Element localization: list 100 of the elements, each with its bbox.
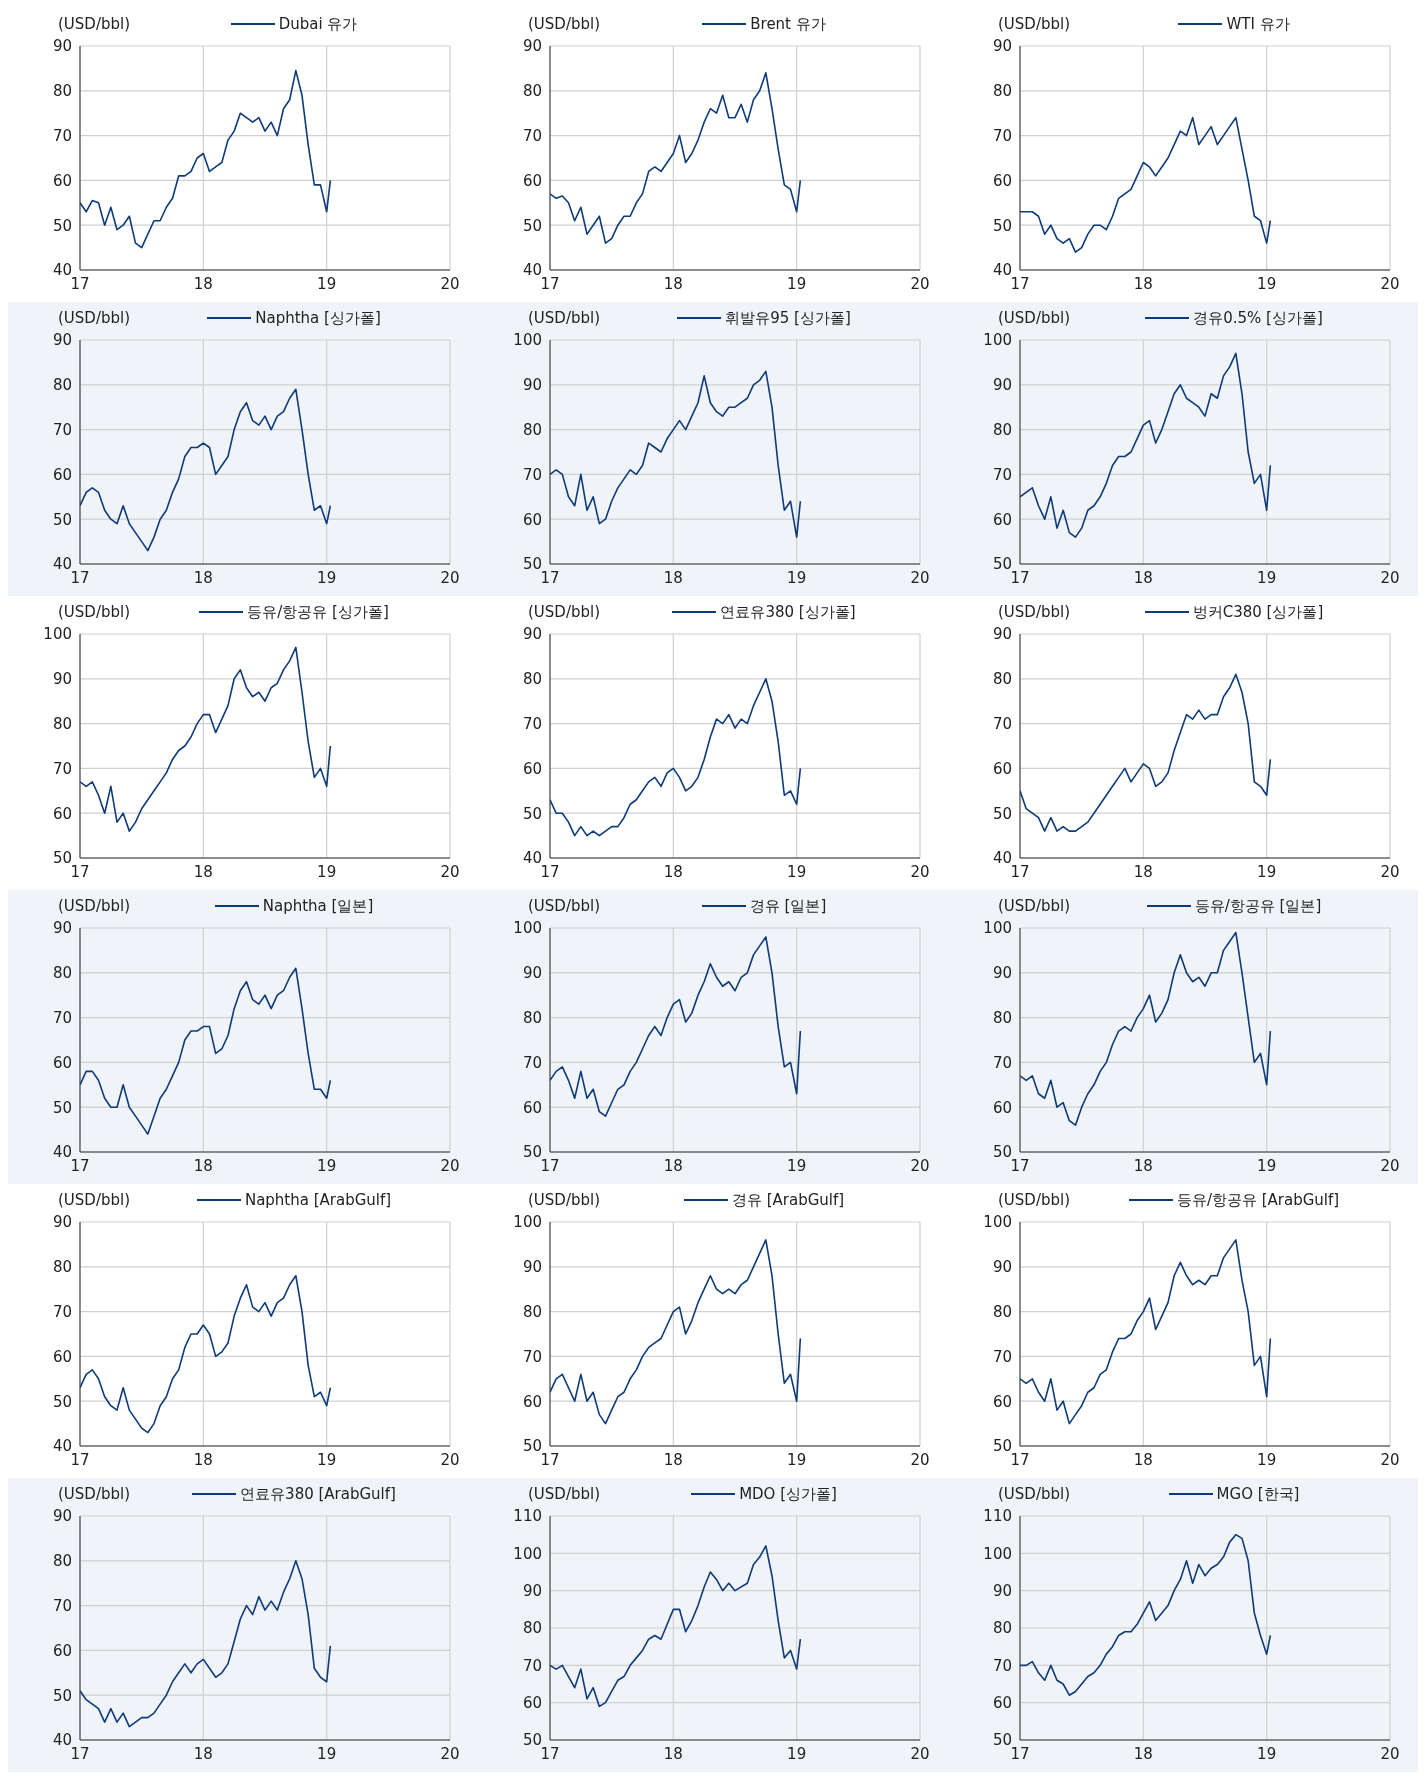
y-tick-label: 70 [522,1053,542,1072]
y-tick-label: 60 [992,1693,1012,1712]
legend-label: 휘발유95 [싱가폴] [725,308,851,328]
y-tick-label: 60 [992,1392,1012,1411]
y-tick-label: 50 [522,555,542,574]
line-series [1020,673,1272,832]
y-tick-label: 90 [52,670,72,689]
y-tick-label: 100 [513,919,542,938]
x-tick-label: 18 [1133,1450,1153,1469]
legend-label: 연료유380 [ArabGulf] [240,1484,396,1504]
y-axis-title: (USD/bbl) [528,603,601,621]
y-tick-label: 80 [992,1302,1012,1321]
x-tick-label: 20 [1380,274,1400,293]
line-series [550,370,802,538]
y-tick-label: 90 [522,376,542,395]
y-tick-label: 50 [992,216,1012,235]
y-tick-label: 80 [992,420,1012,439]
y-tick-label: 100 [983,1544,1012,1563]
x-tick-label: 17 [540,568,560,587]
y-tick-label: 60 [522,1392,542,1411]
y-tick-label: 90 [992,625,1012,644]
y-tick-label: 70 [52,1596,72,1615]
x-tick-label: 18 [663,1156,683,1175]
y-tick-label: 40 [52,1437,72,1456]
y-tick-label: 50 [992,1143,1012,1162]
y-tick-label: 70 [992,714,1012,733]
y-tick-label: 50 [52,849,72,868]
x-tick-label: 19 [1257,568,1277,587]
y-tick-label: 50 [522,1143,542,1162]
y-tick-label: 40 [52,261,72,280]
y-tick-label: 90 [522,964,542,983]
x-tick-label: 17 [70,1156,90,1175]
x-tick-label: 19 [1257,862,1277,881]
x-tick-label: 19 [317,274,337,293]
y-tick-label: 80 [992,670,1012,689]
legend-label: 등유/항공유 [싱가폴] [247,602,389,622]
y-tick-label: 90 [992,37,1012,56]
y-tick-label: 70 [992,465,1012,484]
y-tick-label: 70 [52,126,72,145]
legend-label: MDO [싱가폴] [739,1484,837,1504]
x-tick-label: 20 [1380,1450,1400,1469]
y-tick-label: 50 [52,1098,72,1117]
y-tick-label: 100 [43,625,72,644]
x-tick-label: 18 [193,862,213,881]
x-tick-label: 20 [440,274,460,293]
y-tick-label: 40 [992,261,1012,280]
x-tick-label: 19 [317,1156,337,1175]
y-axis-title: (USD/bbl) [58,603,131,621]
line-series [550,72,802,244]
y-axis-title: (USD/bbl) [528,15,601,33]
y-tick-label: 110 [983,1507,1012,1526]
x-tick-label: 18 [193,1744,213,1763]
legend-label: WTI 유가 [1226,14,1290,34]
x-tick-label: 17 [540,274,560,293]
y-tick-label: 90 [522,37,542,56]
x-tick-label: 17 [1010,274,1030,293]
y-axis-title: (USD/bbl) [998,897,1071,915]
legend-label: MGO [한국] [1216,1484,1300,1504]
y-tick-label: 90 [52,331,72,350]
y-axis-title: (USD/bbl) [998,1485,1071,1503]
x-tick-label: 17 [70,274,90,293]
y-tick-label: 80 [52,82,72,101]
x-tick-label: 17 [1010,1744,1030,1763]
y-tick-label: 50 [52,1392,72,1411]
x-tick-label: 19 [1257,1744,1277,1763]
y-tick-label: 100 [983,919,1012,938]
x-tick-label: 19 [787,568,807,587]
x-tick-label: 17 [70,1450,90,1469]
y-axis-title: (USD/bbl) [58,1485,131,1503]
legend-label: Naphtha [싱가폴] [255,308,381,328]
y-tick-label: 80 [992,1619,1012,1638]
y-tick-label: 60 [992,759,1012,778]
y-tick-label: 70 [992,1347,1012,1366]
legend-label: 경유0.5% [싱가폴] [1193,308,1323,328]
y-tick-label: 70 [992,1053,1012,1072]
y-tick-label: 50 [522,1731,542,1750]
x-tick-label: 20 [1380,862,1400,881]
y-axis-title: (USD/bbl) [528,897,601,915]
x-tick-label: 17 [70,862,90,881]
x-tick-label: 18 [663,1450,683,1469]
y-tick-label: 50 [52,510,72,529]
y-tick-label: 40 [52,1143,72,1162]
y-tick-label: 70 [52,759,72,778]
y-tick-label: 60 [992,510,1012,529]
y-tick-label: 80 [52,714,72,733]
x-tick-label: 19 [317,862,337,881]
y-tick-label: 90 [52,1213,72,1232]
x-tick-label: 17 [540,862,560,881]
y-tick-label: 90 [992,376,1012,395]
x-tick-label: 20 [440,1156,460,1175]
y-tick-label: 40 [522,261,542,280]
y-tick-label: 60 [522,171,542,190]
x-tick-label: 18 [193,1156,213,1175]
x-tick-label: 20 [910,1156,930,1175]
x-tick-label: 17 [1010,568,1030,587]
y-axis-title: (USD/bbl) [998,15,1071,33]
line-series [80,967,332,1135]
y-tick-label: 40 [522,849,542,868]
x-tick-label: 18 [663,1744,683,1763]
x-tick-label: 19 [787,274,807,293]
